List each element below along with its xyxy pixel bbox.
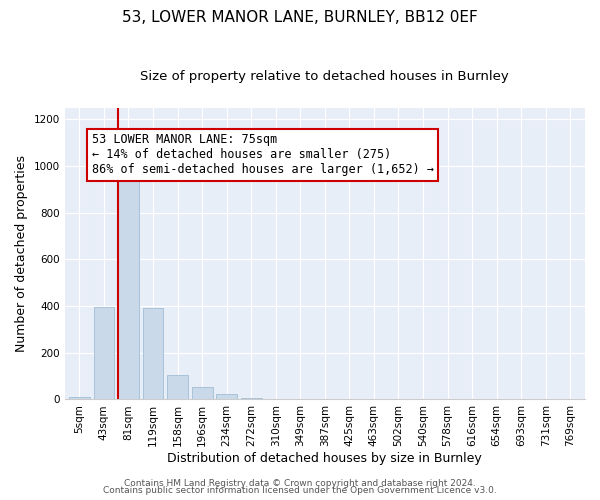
Bar bbox=[118, 178, 139, 400]
Bar bbox=[94, 308, 115, 400]
Text: Contains public sector information licensed under the Open Government Licence v3: Contains public sector information licen… bbox=[103, 486, 497, 495]
Bar bbox=[143, 308, 163, 400]
Bar bbox=[69, 397, 90, 400]
Title: Size of property relative to detached houses in Burnley: Size of property relative to detached ho… bbox=[140, 70, 509, 83]
Text: 53 LOWER MANOR LANE: 75sqm
← 14% of detached houses are smaller (275)
86% of sem: 53 LOWER MANOR LANE: 75sqm ← 14% of deta… bbox=[92, 134, 434, 176]
Bar bbox=[216, 394, 237, 400]
Text: Contains HM Land Registry data © Crown copyright and database right 2024.: Contains HM Land Registry data © Crown c… bbox=[124, 478, 476, 488]
X-axis label: Distribution of detached houses by size in Burnley: Distribution of detached houses by size … bbox=[167, 452, 482, 465]
Y-axis label: Number of detached properties: Number of detached properties bbox=[15, 155, 28, 352]
Bar bbox=[241, 398, 262, 400]
Bar bbox=[265, 399, 286, 400]
Bar bbox=[191, 386, 212, 400]
Bar bbox=[167, 375, 188, 400]
Text: 53, LOWER MANOR LANE, BURNLEY, BB12 0EF: 53, LOWER MANOR LANE, BURNLEY, BB12 0EF bbox=[122, 10, 478, 25]
